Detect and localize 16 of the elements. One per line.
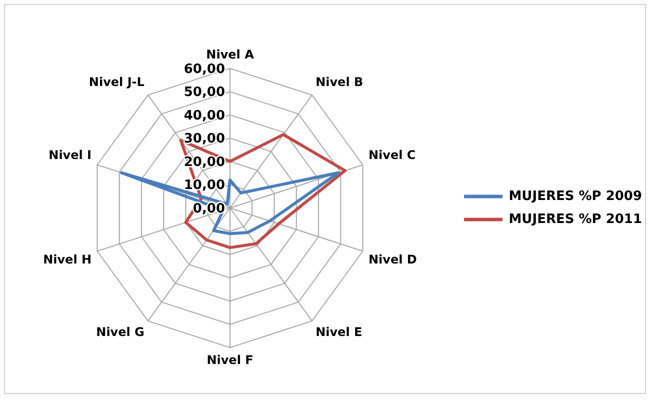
spoke-label: Nivel H	[43, 252, 92, 266]
spoke-label: Nivel B	[316, 75, 364, 90]
y-tick-label: 30,00	[184, 132, 225, 147]
spoke-label: Nivel I	[48, 148, 92, 162]
spoke-label: Nivel E	[316, 325, 362, 340]
legend-label: MUJERES %P 2011	[508, 212, 642, 227]
y-tick-label: 60,00	[184, 62, 225, 77]
spoke-label: Nivel F	[206, 352, 254, 367]
spoke-label: Nivel C	[368, 148, 416, 162]
spoke-label: Nivel J-L	[88, 75, 145, 90]
y-tick-label: 50,00	[184, 85, 225, 100]
spoke-label: Nivel D	[368, 252, 417, 266]
spoke-label: Nivel A	[206, 47, 255, 62]
legend-label: MUJERES %P 2009	[508, 188, 642, 204]
spoke-label: Nivel G	[96, 325, 144, 340]
y-tick-label: 40,00	[184, 108, 225, 124]
